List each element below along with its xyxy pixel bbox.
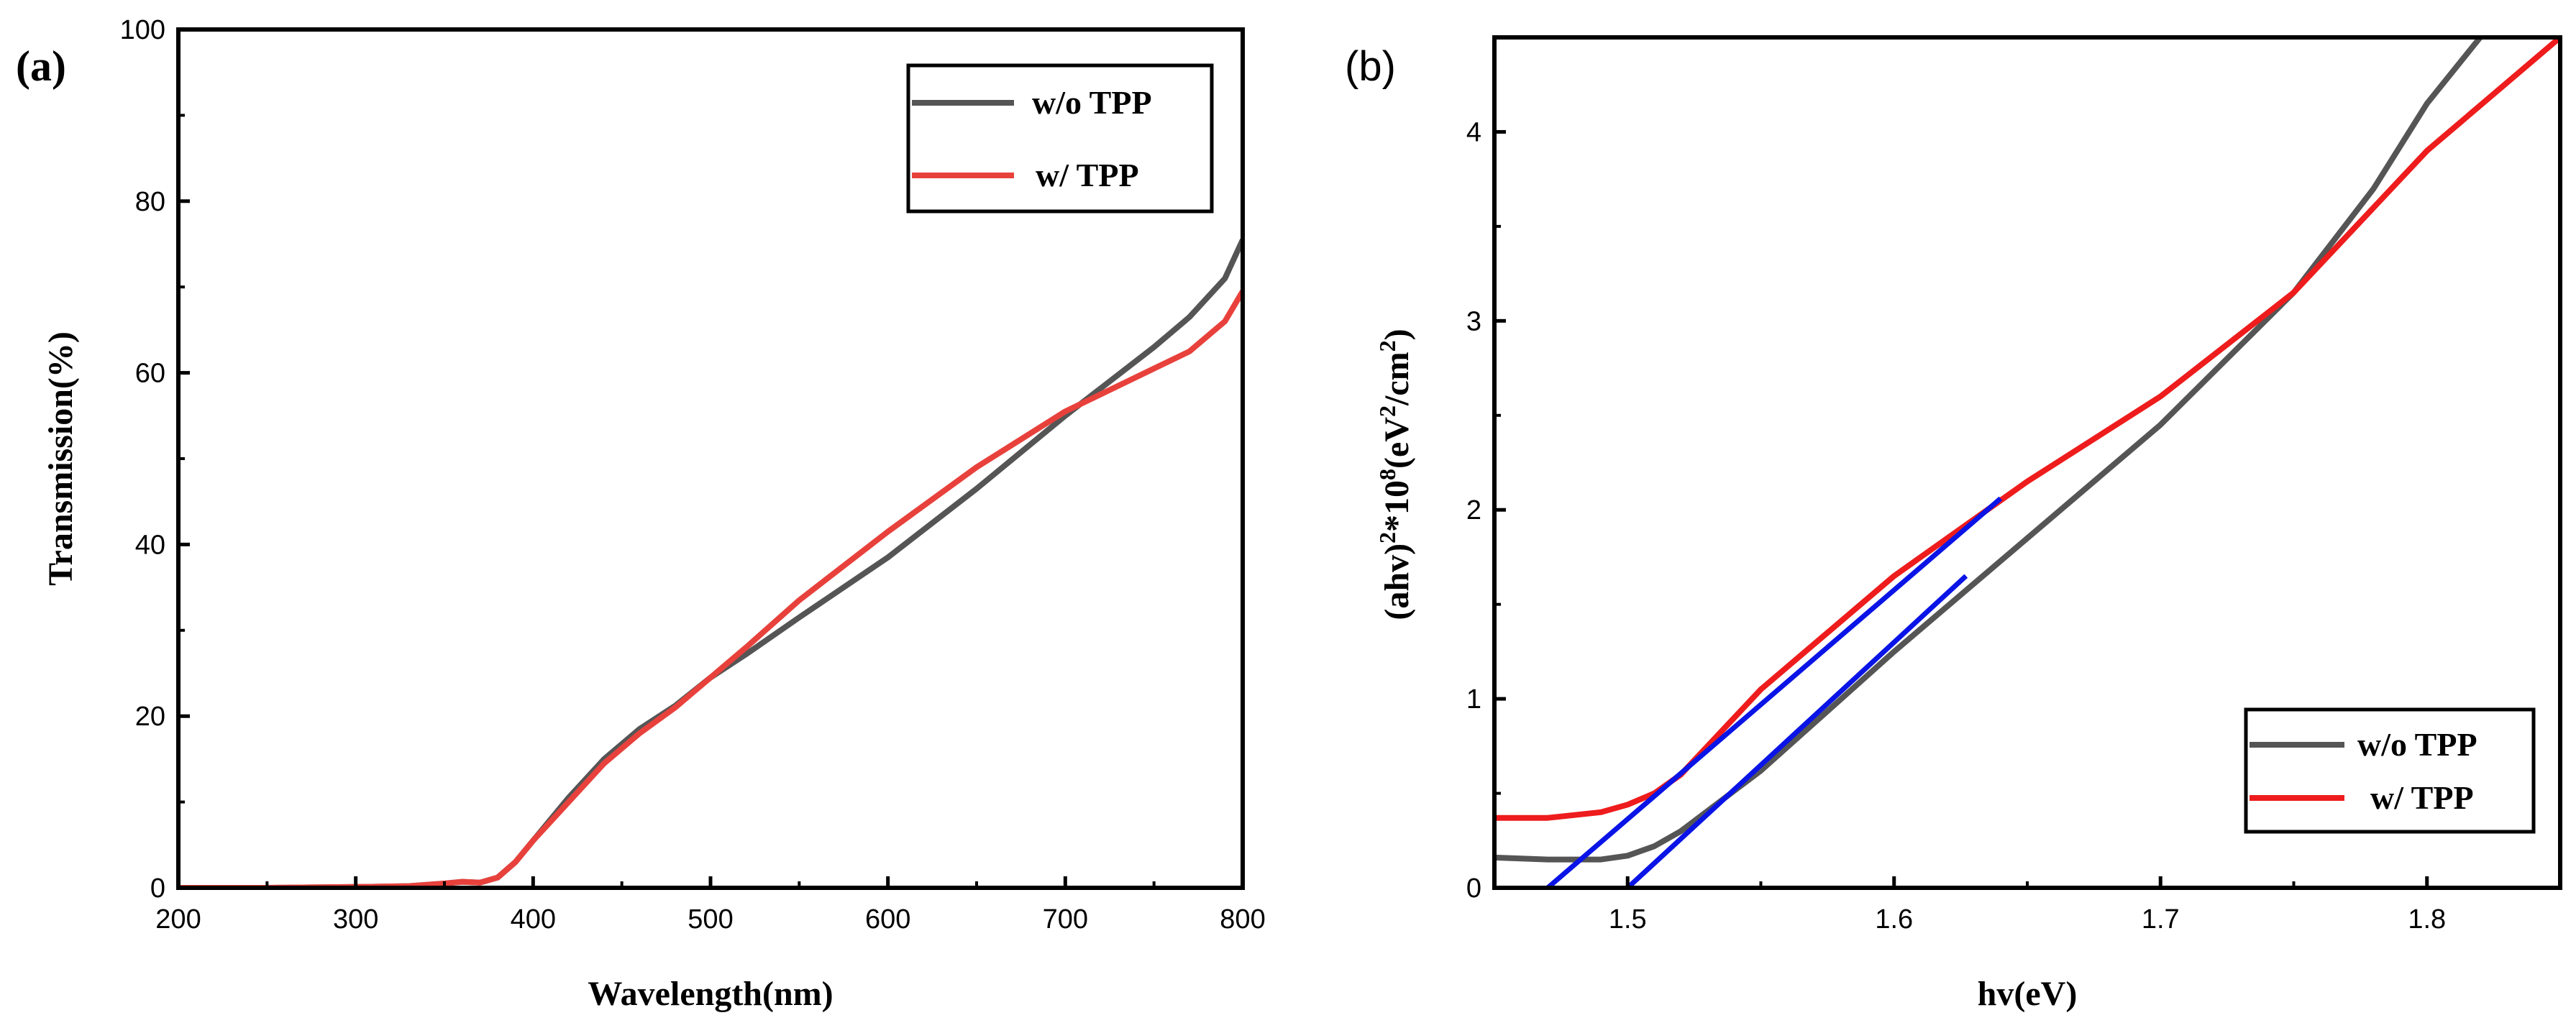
xtick-label-b-2: 1.7: [2142, 904, 2180, 935]
ytick-label-a-2: 40: [135, 530, 165, 560]
panel-a-ylabel: Transmission(%): [42, 331, 80, 586]
series-b-w-tpp: [1494, 37, 2560, 821]
xtick-label-a-6: 800: [1220, 904, 1265, 935]
panel-b-axes: 1.5 1.6 1.7 1.8 0 1 2 3 4: [1466, 36, 2562, 935]
ytick-label-a-3: 60: [135, 359, 165, 389]
panel-b-series: [1494, 37, 2560, 888]
xtick-label-a-3: 500: [688, 904, 733, 935]
xtick-label-b-3: 1.8: [2408, 904, 2446, 935]
panel-a-legend-box: [906, 63, 1214, 214]
ylabel-b-part2: *10: [1378, 480, 1416, 532]
ytick-label-b-2: 2: [1466, 495, 1481, 526]
series-b-fit-w-tpp: [1545, 496, 2003, 888]
xtick-label-a-4: 600: [865, 904, 910, 935]
ylabel-b-part4: /cm: [1378, 352, 1416, 406]
xtick-label-b-0: 1.5: [1609, 904, 1647, 935]
panel-a-xlabel: Wavelength(nm): [588, 975, 833, 1013]
panel-a-legend: w/o TPP w/ TPP: [906, 63, 1214, 214]
panel-a: (a) 200 300 400 500 600 700 800 0 20 40 60 80 100 Wa…: [16, 15, 1266, 1013]
ylabel-b-part3: (eV: [1378, 417, 1416, 469]
ytick-label-a-5: 100: [120, 15, 165, 45]
panel-b-legend-box: [2244, 707, 2536, 834]
ylabel-b-sup4: 2: [1374, 340, 1400, 352]
ytick-label-b-4: 4: [1466, 117, 1481, 147]
series-b-fit-w-o-tpp: [1625, 574, 1968, 888]
ytick-label-b-1: 1: [1466, 684, 1481, 715]
panel-a-series: [178, 238, 1243, 888]
panel-a-label: (a): [16, 42, 66, 90]
series-b-w-o-tpp: [1494, 37, 2483, 863]
panel-b-legend: w/o TPP w/ TPP: [2244, 707, 2536, 834]
ytick-label-b-3: 3: [1466, 306, 1481, 336]
xtick-label-a-0: 200: [155, 904, 201, 935]
legend-label-b-0: w/o TPP: [2357, 726, 2477, 763]
panel-b-ylabel: (ahv)2*108(eV2/cm2): [1374, 329, 1416, 620]
panel-b-label: (b): [1345, 43, 1396, 90]
series-a-w-o-tpp: [178, 238, 1243, 888]
panel-b-xlabel: hv(eV): [1978, 975, 2078, 1013]
ylabel-b-part1: (ahv): [1378, 543, 1416, 620]
legend-label-b-1: w/ TPP: [2370, 779, 2474, 816]
ylabel-b-sup1: 2: [1374, 532, 1400, 543]
xtick-label-b-1: 1.6: [1875, 904, 1913, 935]
xtick-label-a-5: 700: [1043, 904, 1088, 935]
legend-label-a-0: w/o TPP: [1032, 84, 1152, 121]
ytick-label-a-1: 20: [135, 702, 165, 732]
series-a-w-tpp: [178, 290, 1243, 888]
ytick-label-a-4: 80: [135, 187, 165, 217]
legend-label-a-1: w/ TPP: [1036, 157, 1139, 193]
ytick-label-a-0: 0: [150, 873, 165, 904]
ylabel-b-sup3: 2: [1374, 405, 1400, 417]
ytick-label-b-0: 0: [1466, 873, 1481, 904]
ylabel-b-sup2: 8: [1374, 469, 1400, 480]
xtick-label-a-2: 400: [511, 904, 556, 935]
xtick-label-a-1: 300: [333, 904, 378, 935]
ylabel-b-part5: ): [1378, 329, 1416, 340]
panel-a-axes: 200 300 400 500 600 700 800 0 20 40 60 80 100: [120, 15, 1266, 935]
